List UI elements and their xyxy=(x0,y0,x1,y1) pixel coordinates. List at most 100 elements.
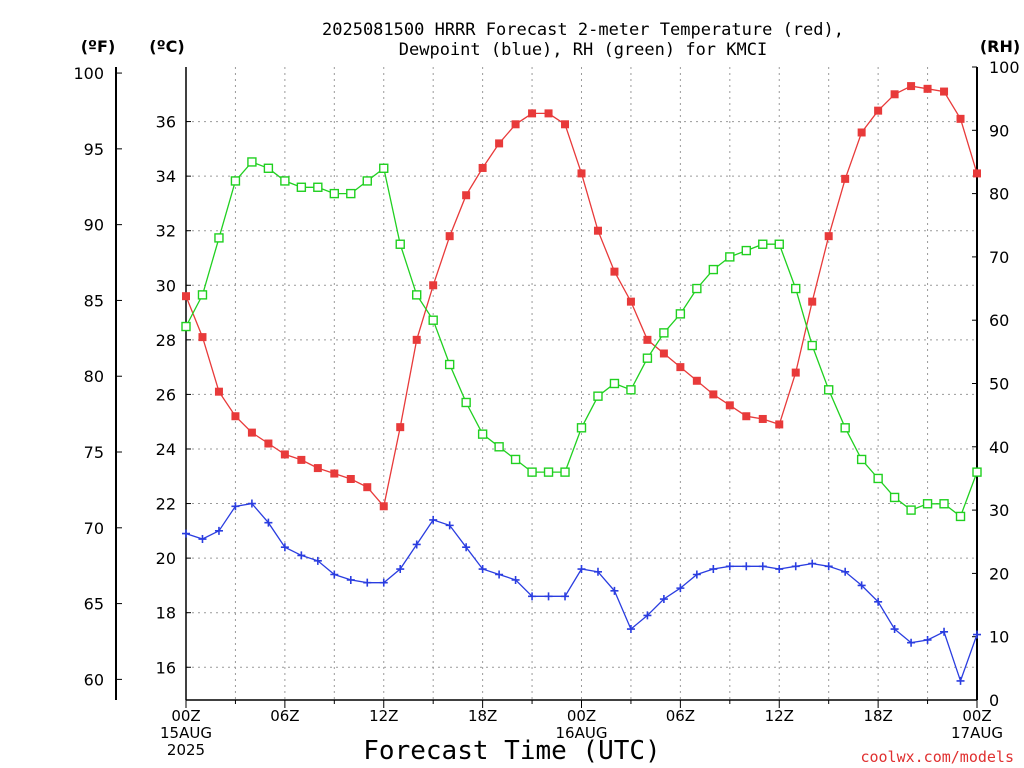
x-tick-label: 00Z xyxy=(567,707,596,725)
dewpoint-point xyxy=(824,562,833,571)
dewpoint-point xyxy=(907,638,916,647)
rh-point xyxy=(889,492,900,503)
dewpoint-point xyxy=(544,592,553,601)
series-layer xyxy=(181,82,982,685)
dewpoint-point xyxy=(330,570,339,579)
rh-point xyxy=(527,467,537,477)
temperature-point xyxy=(544,109,553,118)
x-tick-label: 06Z xyxy=(270,707,299,725)
temperature-point xyxy=(330,469,339,478)
temperature-point xyxy=(857,128,866,137)
dewpoint-point xyxy=(973,630,981,639)
temperature-point xyxy=(182,292,190,301)
dewpoint-point xyxy=(280,543,289,552)
x-tick-label: 18Z xyxy=(468,707,497,725)
temperature-point xyxy=(412,335,421,344)
celsius-tick-label: 28 xyxy=(156,331,176,350)
rh-point xyxy=(922,499,933,509)
x-tick-label: 06Z xyxy=(666,707,695,725)
celsius-tick-label: 30 xyxy=(156,276,176,295)
dewpoint-point xyxy=(528,592,537,601)
temperature-point xyxy=(297,455,306,464)
rh-point xyxy=(280,176,290,186)
rh-tick-label: 90 xyxy=(989,121,1009,140)
rh-point xyxy=(412,290,422,300)
x-tick-label: 17AUG xyxy=(951,724,1003,742)
celsius-tick-label: 18 xyxy=(156,604,176,623)
temperature-point xyxy=(907,82,916,91)
temperature-point xyxy=(956,114,965,123)
temperature-point xyxy=(429,281,438,290)
rh-point xyxy=(346,188,356,199)
rh-tick-label: 100 xyxy=(989,58,1020,77)
temperature-point xyxy=(659,349,668,358)
rh-point xyxy=(791,283,801,294)
fahrenheit-tick-label: 95 xyxy=(84,140,104,159)
fahrenheit-tick-label: 80 xyxy=(84,367,104,386)
temperature-point xyxy=(824,232,833,241)
rh-point xyxy=(510,454,521,465)
temperature-point xyxy=(940,87,949,96)
dewpoint-point xyxy=(791,562,800,571)
rh-point xyxy=(741,245,751,256)
dewpoint-point xyxy=(478,565,487,574)
credit-text: coolwx.com/models xyxy=(860,748,1014,766)
temperature-point xyxy=(841,174,850,183)
rh-point xyxy=(329,188,340,199)
rh-point xyxy=(313,182,323,192)
celsius-tick-label: 26 xyxy=(156,385,176,404)
rh-point xyxy=(181,321,191,332)
rh-unit-label: (RH) xyxy=(980,37,1020,56)
x-tick-label: 12Z xyxy=(765,707,794,725)
rh-point xyxy=(708,264,719,275)
temperature-point xyxy=(890,90,899,99)
celsius-tick-label: 20 xyxy=(156,549,176,568)
rh-point xyxy=(873,473,883,484)
rh-point xyxy=(774,239,784,249)
rh-point xyxy=(247,157,257,167)
rh-point xyxy=(362,176,372,186)
rh-tick-label: 50 xyxy=(989,375,1009,394)
dewpoint-point xyxy=(346,575,355,584)
rh-point xyxy=(576,423,587,433)
temperature-point xyxy=(445,232,454,241)
celsius-tick-label: 16 xyxy=(156,658,176,677)
temperature-point xyxy=(478,163,487,172)
dewpoint-point xyxy=(561,592,570,601)
temperature-point xyxy=(198,333,207,342)
dewpoint-point xyxy=(379,578,388,587)
x-tick-label: 2025 xyxy=(167,741,205,759)
temperature-point xyxy=(973,169,981,178)
temperature-point xyxy=(626,297,635,306)
temperature-point xyxy=(561,120,570,129)
temperature-point xyxy=(231,412,240,421)
dewpoint-point xyxy=(198,535,207,544)
x-tick-label: 00Z xyxy=(962,707,991,725)
fahrenheit-tick-label: 75 xyxy=(84,443,104,462)
x-tick-label: 15AUG xyxy=(160,724,212,742)
temperature-point xyxy=(808,297,817,306)
rh-point xyxy=(692,283,702,294)
fahrenheit-tick-label: 90 xyxy=(84,216,104,235)
dewpoint-point xyxy=(577,565,586,574)
dewpoint-point xyxy=(412,540,421,549)
rh-point xyxy=(379,163,389,173)
rh-point xyxy=(296,182,307,192)
temperature-point xyxy=(264,439,273,448)
temperature-point xyxy=(511,120,520,129)
rh-tick-label: 70 xyxy=(989,248,1009,267)
celsius-tick-label: 24 xyxy=(156,440,176,459)
rh-point xyxy=(230,176,241,186)
dewpoint-point xyxy=(247,499,256,508)
dewpoint-point xyxy=(593,567,602,576)
rh-point xyxy=(675,309,686,319)
rh-point xyxy=(758,239,768,249)
rh-point xyxy=(659,328,669,338)
dewpoint-point xyxy=(643,611,652,620)
rh-point xyxy=(593,391,603,401)
rh-point xyxy=(494,442,504,452)
celsius-tick-label: 32 xyxy=(156,222,176,241)
dewpoint-point xyxy=(182,529,190,538)
celsius-tick-label: 36 xyxy=(156,113,176,132)
rh-point xyxy=(197,290,208,300)
